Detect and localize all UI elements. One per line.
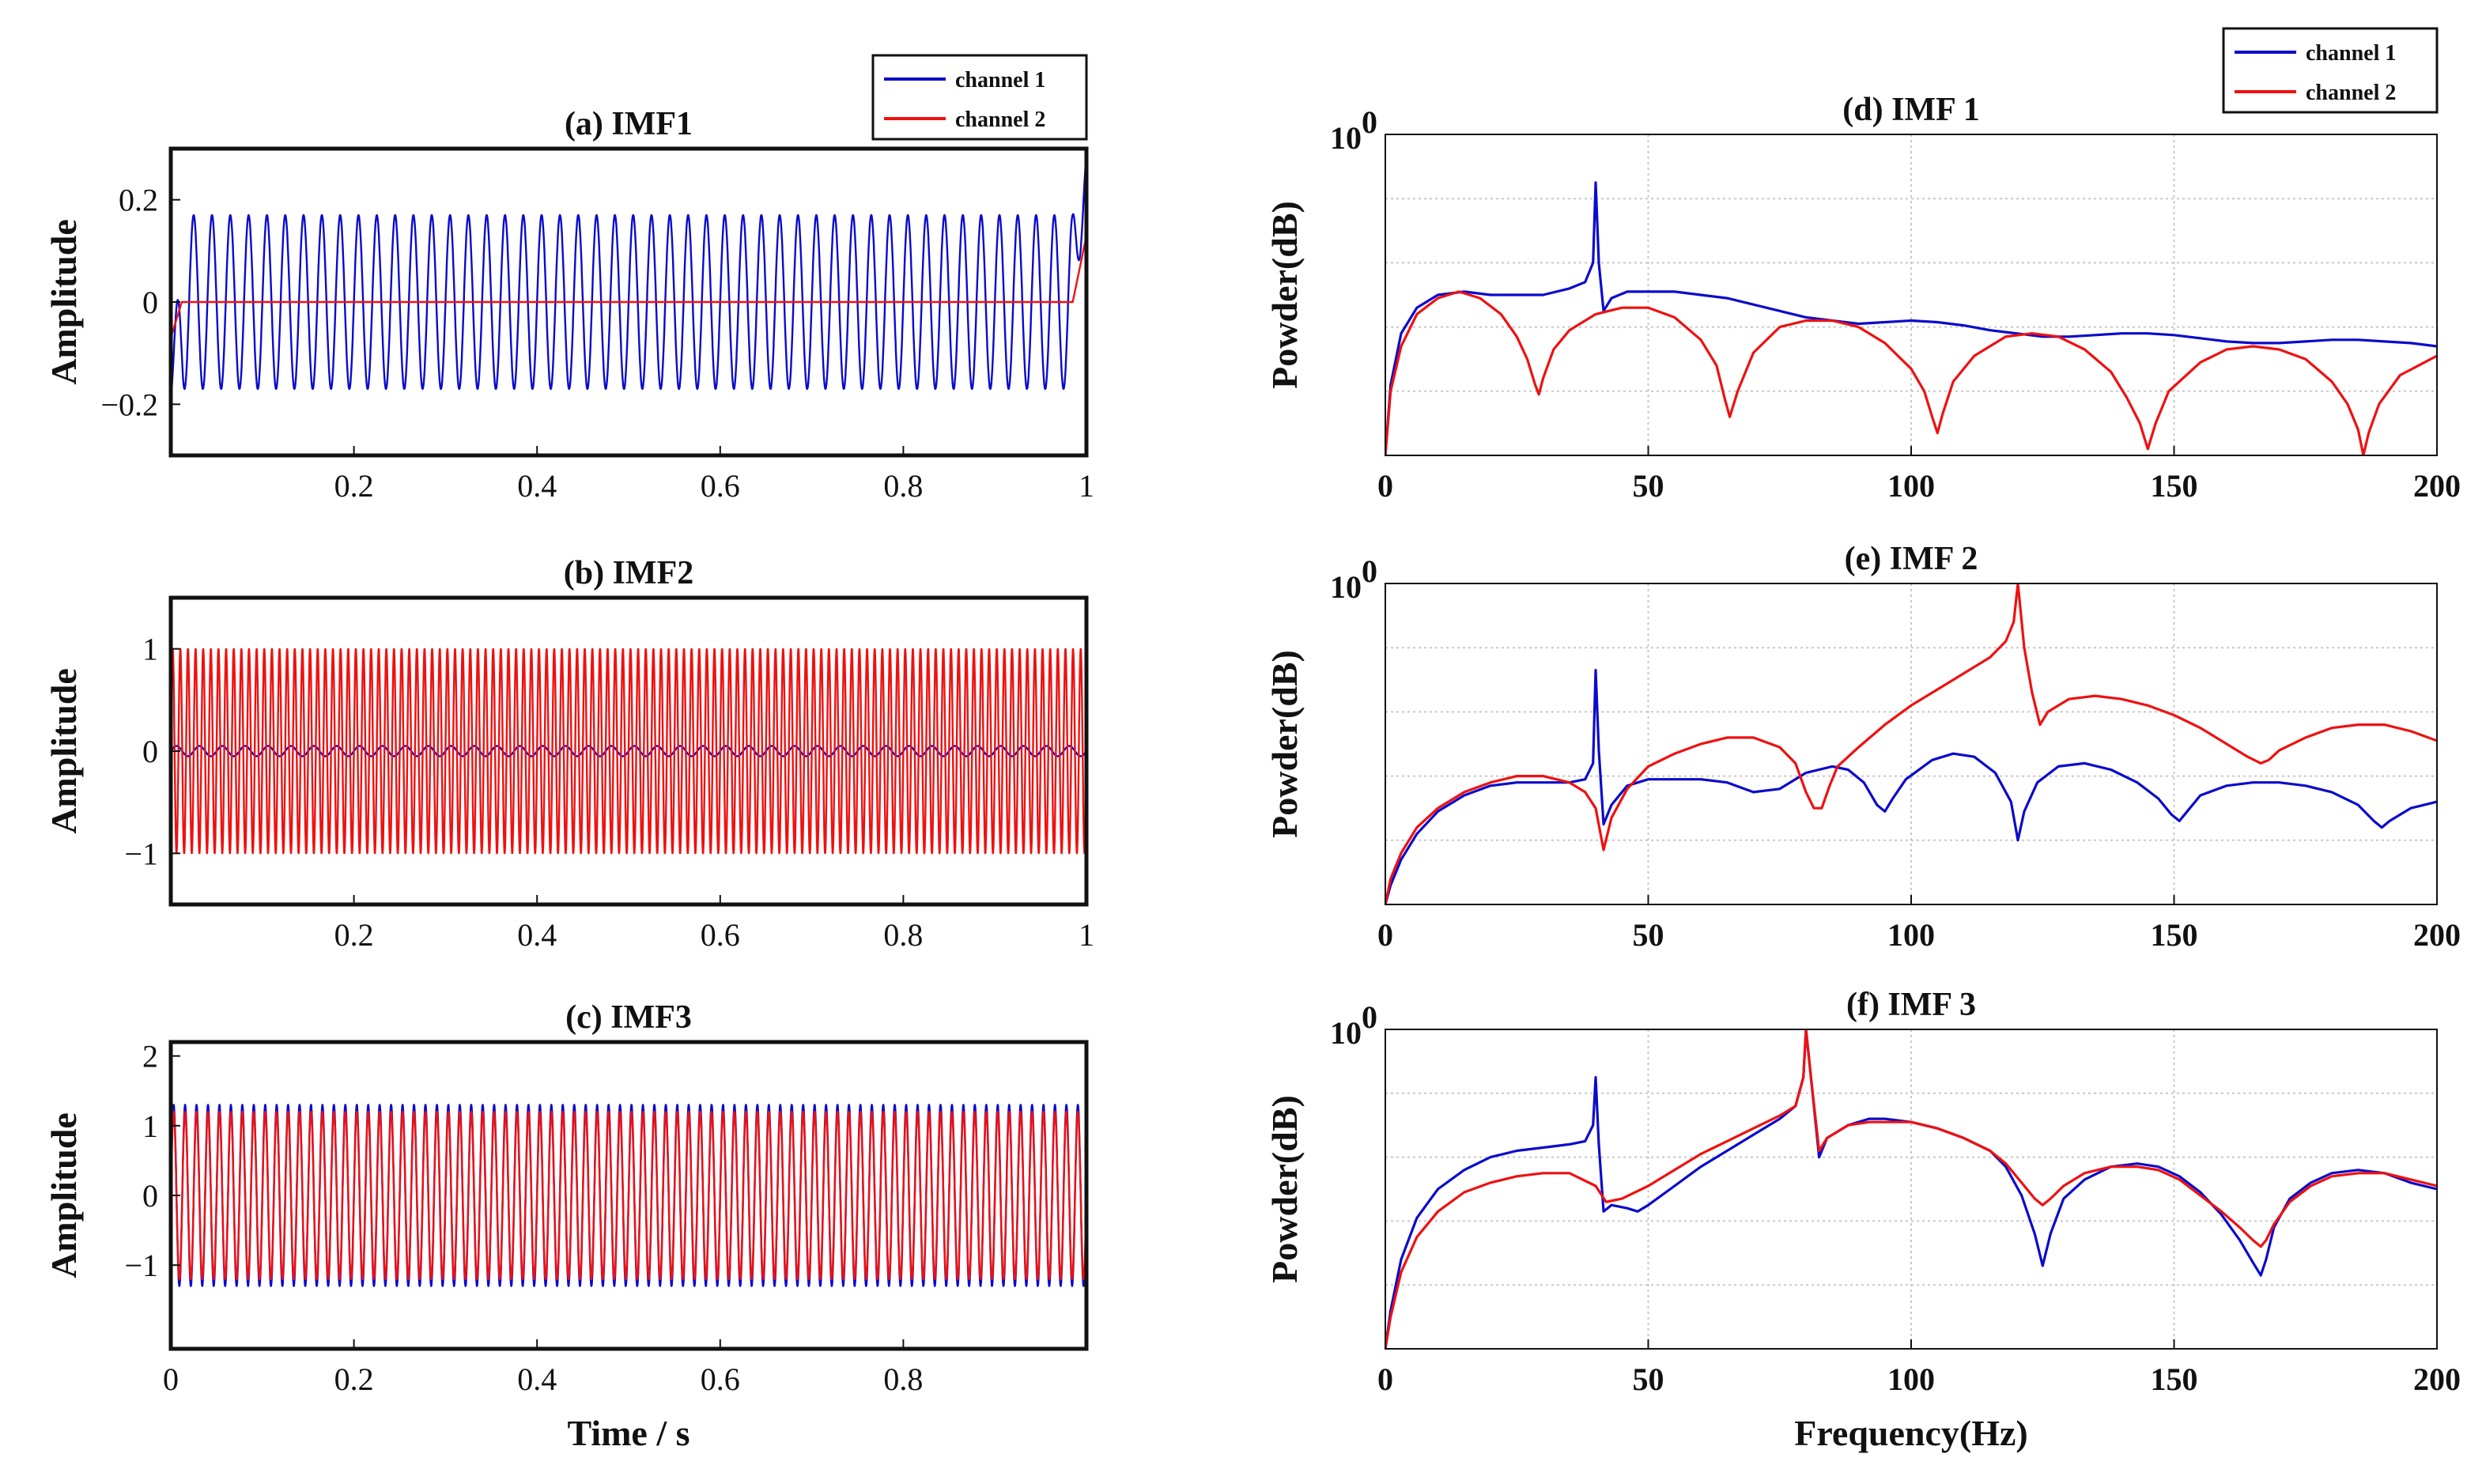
x-tick-label: 200	[2413, 468, 2461, 504]
series-group	[171, 153, 1086, 400]
y-tick-label: 0	[142, 1178, 158, 1214]
series-group	[171, 1104, 1086, 1287]
x-tick-label: 1	[1079, 917, 1094, 953]
x-tick-label: 0.6	[701, 468, 740, 504]
y-tick-label: −1	[124, 836, 158, 871]
y-axis-label: Amplitude	[43, 219, 84, 385]
series-line-channel-2	[1385, 290, 2437, 455]
x-tick-label: 0	[1377, 468, 1393, 504]
chart-title: (a) IMF1	[565, 106, 693, 142]
y-tick-label: 2	[142, 1039, 158, 1074]
series-group	[171, 648, 1086, 855]
x-axis-label: Time / s	[567, 1413, 690, 1453]
x-tick-label: 0.6	[701, 917, 740, 953]
series-line-channel-1	[1385, 181, 2437, 455]
legend-label-channel-2: channel 2	[2306, 81, 2396, 105]
x-tick-label: 150	[2151, 468, 2198, 504]
x-tick-label: 0	[1377, 1361, 1393, 1397]
series-line-channel-1	[1385, 1029, 2437, 1349]
x-axis-label: Frequency(Hz)	[1794, 1413, 2028, 1453]
y-tick-label: 10	[1330, 1015, 1362, 1051]
y-tick-label: 1	[142, 632, 158, 667]
y-axis-label: Powder(dB)	[1264, 1095, 1305, 1283]
chart-title: (b) IMF2	[564, 555, 693, 591]
series-group	[1385, 583, 2437, 904]
x-tick-label: 150	[2151, 1361, 2198, 1397]
chart-title: (e) IMF 2	[1845, 541, 1978, 577]
x-tick-label: 50	[1633, 468, 1664, 504]
y-tick-exponent: 0	[1362, 104, 1377, 140]
x-tick-label: 100	[1887, 1361, 1935, 1397]
legend-label-channel-2: channel 2	[955, 108, 1045, 132]
legend: channel 1 channel 2	[2222, 27, 2439, 114]
series-line-channel-2	[171, 1111, 1086, 1280]
y-axis-label: Powder(dB)	[1264, 201, 1305, 389]
legend: channel 1 channel 2	[871, 54, 1088, 141]
chart-title: (c) IMF3	[565, 999, 692, 1036]
series-line-channel-1	[1385, 669, 2437, 904]
series-group	[1385, 181, 2437, 455]
chart-title: (f) IMF 3	[1846, 987, 1976, 1023]
x-tick-label: 0.4	[517, 468, 557, 504]
x-tick-label: 0.6	[701, 1361, 740, 1397]
series-line-channel-2	[171, 648, 1086, 855]
x-tick-label: 0.4	[517, 917, 557, 953]
x-tick-label: 100	[1887, 468, 1935, 504]
y-tick-label: 0	[142, 285, 158, 320]
x-tick-label: 0.8	[883, 917, 923, 953]
legend-box	[2222, 27, 2439, 114]
x-tick-label: 0.4	[517, 1361, 557, 1397]
x-tick-label: 0.2	[334, 468, 374, 504]
y-tick-label: 10	[1330, 569, 1362, 605]
x-tick-label: 1	[1079, 468, 1094, 504]
legend-label-channel-1: channel 1	[955, 68, 1045, 93]
chart-a: 0.2 0.4 0.6 0.8 1 0.2 0 −0.2 (a) IMF1 Amplitude ch…	[43, 54, 1094, 504]
y-tick-label: 10	[1330, 120, 1362, 156]
legend-box	[871, 54, 1088, 141]
series-group	[1385, 1029, 2437, 1349]
y-tick-label: −0.2	[100, 387, 158, 422]
x-tick-label: 50	[1633, 1361, 1664, 1397]
x-tick-label: 200	[2413, 1361, 2461, 1397]
x-tick-label: 0.8	[883, 468, 923, 504]
y-axis-label: Amplitude	[43, 1112, 84, 1278]
x-tick-label: 0	[1377, 917, 1393, 953]
x-tick-label: 50	[1633, 917, 1664, 953]
x-tick-label: 0.8	[883, 1361, 923, 1397]
x-tick-label: 0.2	[334, 1361, 374, 1397]
x-tick-label: 100	[1887, 917, 1935, 953]
x-tick-label: 0	[163, 1361, 179, 1397]
series-line-channel-2	[1385, 1029, 2437, 1349]
y-tick-label: 0	[142, 734, 158, 769]
y-tick-label: −1	[124, 1248, 158, 1283]
x-tick-label: 200	[2413, 917, 2461, 953]
y-tick-exponent: 0	[1362, 999, 1377, 1035]
y-tick-label: 1	[142, 1108, 158, 1144]
legend-label-channel-1: channel 1	[2306, 41, 2396, 66]
y-tick-label: 0.2	[119, 183, 158, 218]
chart-title: (d) IMF 1	[1842, 92, 1979, 128]
y-tick-exponent: 0	[1362, 553, 1377, 589]
x-tick-label: 0.2	[334, 917, 374, 953]
series-line-channel-2	[171, 235, 1086, 338]
y-axis-label: Powder(dB)	[1264, 650, 1305, 838]
series-line-channel-2	[1385, 583, 2437, 904]
x-tick-label: 150	[2151, 917, 2198, 953]
chart-c: 0 0.2 0.4 0.6 0.8 2 1 0 −1 (c) IMF3 Amplitude Time …	[43, 999, 1089, 1453]
chart-b: 0.2 0.4 0.6 0.8 1 1 0 −1 (b) IMF2 Amplitude	[43, 555, 1094, 953]
y-axis-label: Amplitude	[43, 668, 84, 834]
